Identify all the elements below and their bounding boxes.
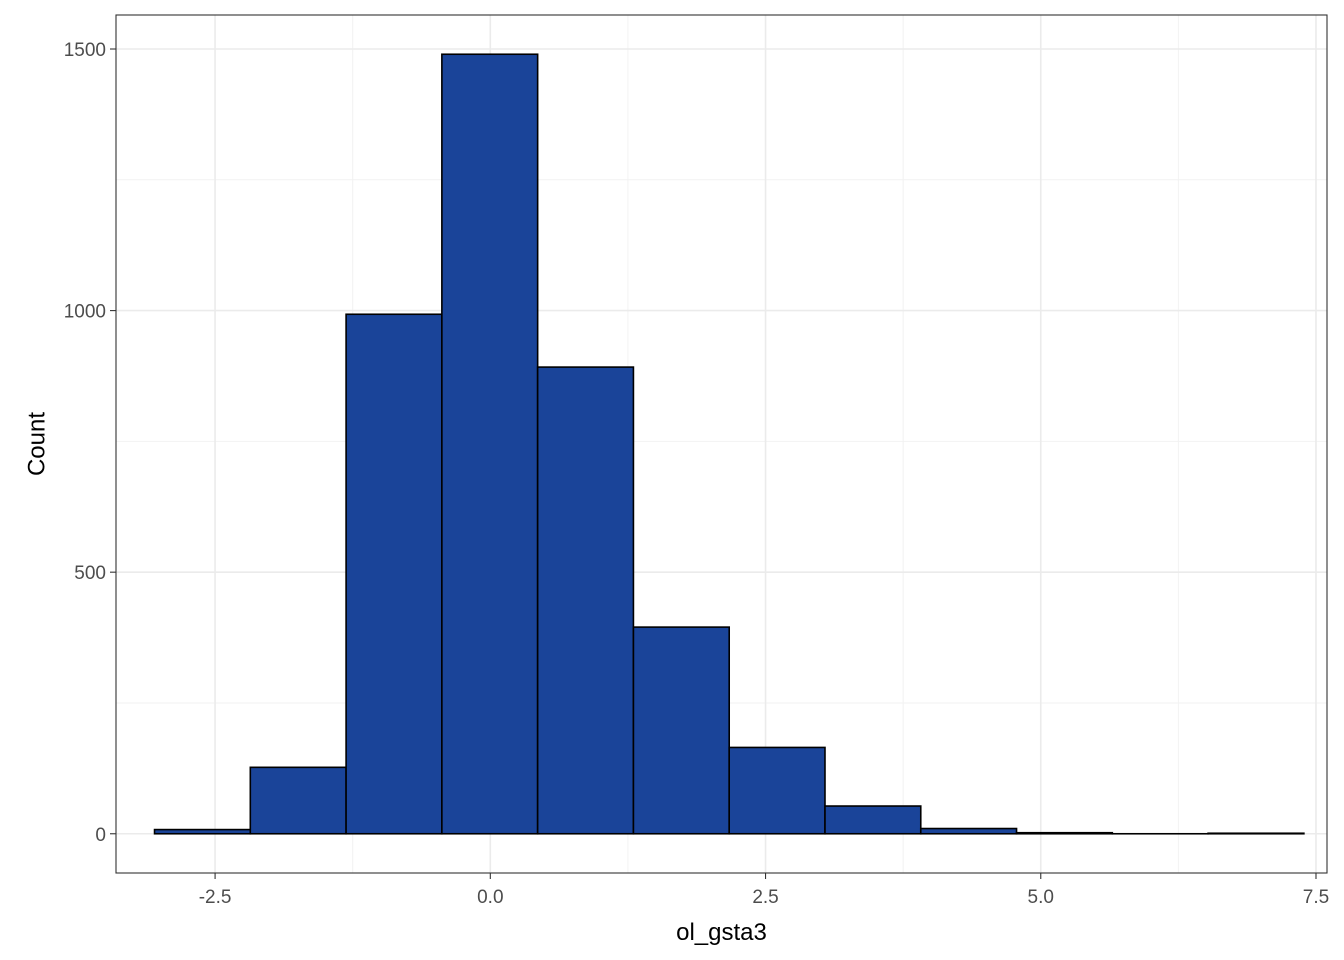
x-axis-title: ol_gsta3: [676, 919, 767, 946]
y-axis: 0 500 1000 1500: [64, 40, 116, 846]
histogram-bar: [345, 313, 443, 835]
y-axis-tick-label: 500: [74, 563, 106, 584]
y-axis-tick-label: 1000: [64, 302, 106, 323]
histogram-bar: [536, 366, 635, 835]
y-axis-title: Count: [23, 412, 50, 476]
x-axis-tick-label: 2.5: [752, 887, 778, 908]
x-axis-tick-label: 0.0: [477, 887, 503, 908]
histogram-bar: [1015, 831, 1114, 835]
panel-border: [115, 14, 1328, 874]
x-axis-tick-label: -2.5: [199, 887, 232, 908]
histogram-bar: [824, 805, 922, 835]
histogram-bar: [249, 766, 347, 835]
histogram-bar: [728, 746, 826, 835]
histogram-bar: [632, 626, 731, 835]
histogram-bar: [919, 827, 1018, 835]
y-axis-tick-label: 0: [95, 825, 106, 846]
bars: [153, 53, 1305, 835]
histogram-bar: [1207, 832, 1305, 835]
y-axis-tick-label: 1500: [64, 40, 106, 61]
x-axis-tick-label: 5.0: [1028, 887, 1054, 908]
histogram-bar: [441, 53, 539, 835]
x-axis-tick-label: 7.5: [1303, 887, 1329, 908]
histogram-bar: [153, 828, 252, 835]
x-axis: -2.5 0.0 2.5 5.0 7.5: [199, 873, 1329, 908]
